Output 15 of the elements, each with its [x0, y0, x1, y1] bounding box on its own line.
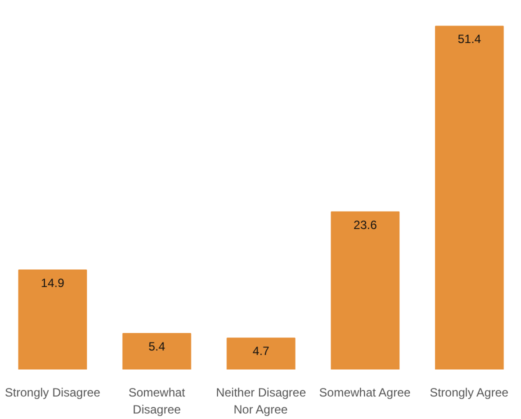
- bar: [18, 269, 87, 370]
- data-label: 14.9: [40, 276, 65, 290]
- x-tick-label: Strongly Agree: [430, 386, 509, 400]
- bar: [226, 338, 296, 370]
- data-label: 5.4: [148, 339, 166, 354]
- bar: [330, 211, 400, 370]
- bar: [122, 332, 192, 370]
- x-tick-label: Somewhat Agree: [319, 386, 411, 400]
- x-tick-label: Neither Disagree Nor Agree: [216, 386, 306, 416]
- data-label: 23.6: [354, 218, 378, 232]
- data-label: 51.4: [458, 32, 482, 46]
- x-tick-label: Strongly Disagree: [4, 386, 101, 400]
- bar: [435, 26, 504, 370]
- data-label: 4.7: [252, 344, 270, 358]
- x-tick-label: Somewhat Disagree: [128, 386, 186, 416]
